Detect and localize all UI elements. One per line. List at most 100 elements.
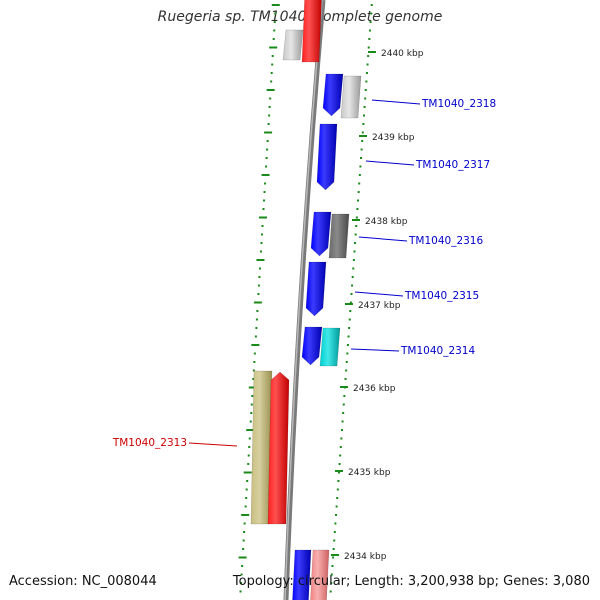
gene-label[interactable]: TM1040_2318: [421, 98, 496, 110]
dot-mark: [269, 46, 278, 49]
dot-mark: [250, 403, 253, 406]
dot-mark: [330, 573, 333, 576]
dot-mark: [368, 29, 371, 32]
gene-arrow[interactable]: [319, 327, 341, 367]
dot-mark: [264, 131, 273, 134]
dot-mark: [271, 4, 280, 6]
dot-mark: [241, 514, 250, 516]
dot-mark: [253, 352, 256, 355]
dot-mark: [358, 182, 361, 185]
dot-mark: [354, 233, 357, 236]
dot-mark: [365, 72, 368, 74]
gene-arrow[interactable]: [267, 371, 290, 525]
dot-mark: [369, 21, 372, 23]
gene-arrow[interactable]: [316, 123, 338, 191]
gene-leader-line: [350, 348, 400, 352]
dot-mark: [337, 471, 340, 474]
dot-mark: [270, 80, 273, 83]
dot-mark: [364, 89, 367, 91]
gene-arrow[interactable]: [292, 549, 312, 600]
scale-tick-label: 2434 kbp: [344, 552, 387, 562]
dot-mark: [345, 361, 348, 363]
dot-mark: [360, 157, 363, 159]
dot-mark: [361, 131, 364, 134]
tick-mark: [345, 303, 353, 305]
dot-mark: [335, 514, 338, 516]
dot-mark: [335, 505, 338, 508]
gene-arrow[interactable]: [301, 0, 322, 63]
dot-mark: [352, 259, 355, 261]
dot-mark: [248, 386, 257, 389]
dot-mark: [254, 335, 257, 338]
dot-mark: [370, 4, 373, 6]
dot-mark: [250, 412, 253, 414]
dot-mark: [361, 140, 364, 142]
dot-mark: [251, 395, 254, 397]
dot-mark: [245, 488, 248, 491]
dot-mark: [268, 106, 271, 108]
dot-mark: [255, 318, 258, 321]
gene-label[interactable]: TM1040_2316: [408, 235, 483, 247]
gene-label[interactable]: TM1040_2317: [415, 159, 490, 171]
dot-mark: [339, 446, 342, 448]
gene-label[interactable]: TM1040_2315: [404, 290, 479, 302]
scale-tick-label: 2436 kbp: [353, 384, 396, 394]
dot-mark: [265, 165, 268, 168]
dot-mark: [264, 182, 267, 185]
dot-mark: [356, 208, 359, 210]
dot-mark: [271, 55, 274, 57]
gene-leader-line: [365, 160, 415, 166]
dot-mark: [368, 38, 371, 40]
dot-mark: [263, 191, 266, 193]
dot-mark: [331, 565, 334, 567]
dot-mark: [257, 293, 260, 295]
dot-mark: [352, 267, 355, 270]
dot-mark: [367, 46, 370, 49]
dot-mark: [258, 267, 261, 270]
gene-arrow[interactable]: [301, 326, 323, 366]
dot-mark: [243, 531, 246, 533]
dot-mark: [261, 174, 270, 176]
gene-arrow[interactable]: [322, 73, 344, 117]
gene-label[interactable]: TM1040_2313: [112, 437, 187, 449]
gene-arrow[interactable]: [305, 261, 327, 317]
dot-mark: [255, 327, 258, 329]
dot-mark: [351, 276, 354, 278]
dot-mark: [360, 148, 363, 151]
dot-mark: [340, 429, 343, 431]
dot-mark: [259, 216, 268, 219]
dot-mark: [260, 233, 263, 236]
dot-mark: [256, 310, 259, 312]
dot-mark: [341, 420, 344, 423]
dot-mark: [330, 582, 333, 584]
dot-mark: [349, 301, 352, 304]
gene-arrow[interactable]: [310, 211, 332, 257]
gene-label[interactable]: TM1040_2314: [400, 345, 475, 357]
gene-arrow[interactable]: [328, 213, 350, 259]
dot-mark: [363, 106, 366, 108]
dot-mark: [249, 420, 252, 423]
dot-mark: [364, 97, 367, 100]
dot-mark: [243, 522, 246, 525]
scale-tick-label: 2437 kbp: [358, 301, 401, 311]
dot-mark: [350, 293, 353, 295]
gene-arrow[interactable]: [310, 549, 330, 600]
dot-mark: [266, 140, 269, 142]
genome-backbone-highlight: [284, 0, 323, 600]
dot-mark: [253, 361, 256, 363]
dot-mark: [273, 21, 276, 23]
dot-mark: [252, 369, 255, 372]
dot-mark: [272, 38, 275, 40]
dot-mark: [339, 454, 342, 457]
dot-mark: [240, 582, 243, 584]
dot-mark: [253, 301, 262, 304]
dot-mark: [354, 242, 357, 244]
dot-mark: [247, 463, 250, 465]
dot-mark: [261, 225, 264, 227]
gene-arrow[interactable]: [340, 75, 362, 119]
dot-mark: [340, 437, 343, 440]
dot-mark: [259, 250, 262, 253]
dot-mark: [268, 114, 271, 117]
dot-mark: [244, 505, 247, 508]
gene-arrow[interactable]: [282, 29, 304, 61]
